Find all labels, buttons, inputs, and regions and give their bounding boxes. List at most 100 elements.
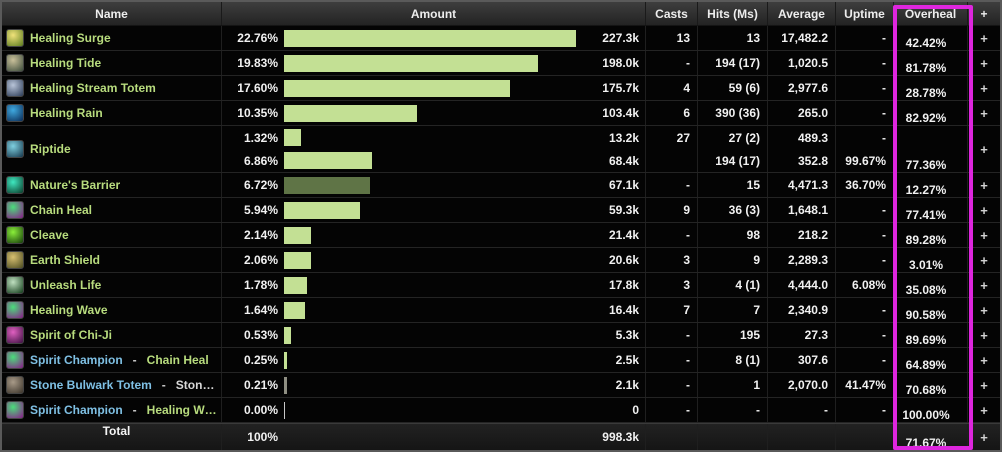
overheal-value: 42.42% <box>894 26 968 50</box>
hits-value: 195 <box>739 328 760 342</box>
hits-value: 9 <box>753 253 760 267</box>
expand-button[interactable]: + <box>980 302 988 318</box>
uptime-value: - <box>882 31 886 45</box>
casts-cell: - <box>646 323 698 347</box>
casts-value: 4 <box>683 81 690 95</box>
column-header-name[interactable]: Name <box>2 2 222 25</box>
amount-bar <box>284 276 307 294</box>
amount-bar <box>284 176 371 194</box>
expand-button[interactable]: + <box>980 55 988 71</box>
hits-value: 13 <box>746 31 760 45</box>
amount-bar-track <box>284 251 576 269</box>
expand-button[interactable]: + <box>980 177 988 193</box>
hits-cell: 15 <box>698 173 768 197</box>
amount-value: 227.3k <box>602 31 639 45</box>
hits-cell: 390 (36) <box>698 101 768 125</box>
amount-cell: 5.94% 59.3k <box>222 198 646 222</box>
overheal-value: 77.41% <box>894 198 968 222</box>
amount-line: 1.32% 13.2k <box>222 126 645 149</box>
spell-name-cell: Riptide <box>2 126 222 172</box>
spell-row[interactable]: Riptide 1.32% 13.2k 6.86% 68.4k 27 27 (2) 194 (… <box>2 126 1000 173</box>
overheal-value: 89.69% <box>894 323 968 347</box>
spell-row[interactable]: Spirit of Chi-Ji 0.53% 5.3k -195 27.3-89.69%… <box>2 323 1000 348</box>
spell-row[interactable]: Healing Stream Totem 17.60% 175.7k 4 59 (6) 2… <box>2 76 1000 101</box>
hits-value: 194 (17) <box>715 56 760 70</box>
amount-bar <box>284 351 288 369</box>
amount-bar-track <box>284 326 576 344</box>
average-cell: 307.6 <box>768 348 836 372</box>
expand-button[interactable]: + <box>980 141 988 157</box>
percent-value: 6.86% <box>243 153 278 168</box>
column-header-overheal[interactable]: Overheal <box>894 2 968 25</box>
total-percent-value: 100% <box>247 430 278 444</box>
expand-button[interactable]: + <box>980 227 988 243</box>
spell-row[interactable]: Spirit Champion - Healing W… 0.00% 0- - - -100.… <box>2 398 1000 423</box>
average-value: 17,482.2 <box>781 31 828 45</box>
casts-cell: 6 <box>646 101 698 125</box>
percent-value: 6.72% <box>243 178 278 192</box>
spell-name-cell: Healing Surge <box>2 26 222 50</box>
expand-button[interactable]: + <box>980 402 988 418</box>
percent-value: 0.25% <box>243 353 278 367</box>
hits-value: 390 (36) <box>715 106 760 120</box>
hits-value: 194 (17) <box>715 153 760 168</box>
expand-button[interactable]: + <box>980 30 988 46</box>
amount-bar-track <box>284 201 576 219</box>
total-casts-cell <box>646 424 698 450</box>
casts-cell: 9 <box>646 198 698 222</box>
spell-row[interactable]: Nature's Barrier 6.72% 67.1k - 15 4,471.3 36.7… <box>2 173 1000 198</box>
average-cell: 4,444.0 <box>768 273 836 297</box>
spell-row[interactable]: Chain Heal 5.94% 59.3k 9 36 (3) 1,648.1 -77.41… <box>2 198 1000 223</box>
hits-cell: 1 <box>698 373 768 397</box>
name-separator: - <box>132 403 137 417</box>
spell-row[interactable]: Healing Surge 22.76% 227.3k 13 13 17,482.2 -42… <box>2 26 1000 51</box>
amount-cell: 22.76% 227.3k <box>222 26 646 50</box>
column-header-uptime[interactable]: Uptime <box>836 2 894 25</box>
expand-button[interactable]: + <box>980 377 988 393</box>
average-cell: 17,482.2 <box>768 26 836 50</box>
spirit-of-chi-ji-icon <box>6 326 24 344</box>
average-cell: 4,471.3 <box>768 173 836 197</box>
hits-value: 8 (1) <box>735 353 760 367</box>
expand-button[interactable]: + <box>980 252 988 268</box>
amount-bar <box>284 29 576 47</box>
percent-value: 1.32% <box>243 130 278 145</box>
spell-row[interactable]: Unleash Life 1.78% 17.8k 3 4 (1) 4,444.0 6.08%… <box>2 273 1000 298</box>
column-header-hits-ms[interactable]: Hits (Ms) <box>698 2 768 25</box>
percent-value: 1.64% <box>243 303 278 317</box>
spell-row[interactable]: Earth Shield 2.06% 20.6k 3 9 2,289.3 -3.01% + <box>2 248 1000 273</box>
spell-name-cell: Earth Shield <box>2 248 222 272</box>
healing-rain-icon <box>6 104 24 122</box>
amount-line: 2.06% 20.6k <box>222 248 645 272</box>
column-header-average[interactable]: Average <box>768 2 836 25</box>
percent-value: 19.83% <box>237 56 278 70</box>
overheal-value: 89.28% <box>894 223 968 247</box>
spell-row[interactable]: Spirit Champion - Chain Heal 0.25% 2.5k -8 (1… <box>2 348 1000 373</box>
expand-button[interactable]: + <box>980 352 988 368</box>
column-header-expand-all[interactable]: + <box>980 6 988 21</box>
average-value: 352.8 <box>797 153 828 168</box>
expand-button[interactable]: + <box>980 327 988 343</box>
column-header-casts[interactable]: Casts <box>646 2 698 25</box>
spell-row[interactable]: Cleave 2.14% 21.4k -98 218.2-89.28% + <box>2 223 1000 248</box>
column-header-amount[interactable]: Amount <box>222 2 646 25</box>
expand-button[interactable]: + <box>980 105 988 121</box>
spell-row[interactable]: Healing Rain 10.35% 103.4k 6 390 (36) 265.0 -8… <box>2 101 1000 126</box>
casts-value: 9 <box>683 203 690 217</box>
expand-button[interactable]: + <box>980 202 988 218</box>
amount-line: 19.83% 198.0k <box>222 51 645 75</box>
average-value: 1,648.1 <box>787 203 828 217</box>
spell-name: Earth Shield <box>30 253 101 267</box>
expand-button[interactable]: + <box>980 277 988 293</box>
amount-line: 2.14% 21.4k <box>222 223 645 247</box>
spell-row[interactable]: Healing Tide 19.83% 198.0k - 194 (17) 1,020.5… <box>2 51 1000 76</box>
total-row[interactable]: Total 100% 998.3k 71.67% + <box>2 423 1000 450</box>
expand-button[interactable]: + <box>980 429 988 445</box>
amount-bar-track <box>284 226 576 244</box>
casts-value: 7 <box>683 303 690 317</box>
spell-row[interactable]: Stone Bulwark Totem - Ston… 0.21% 2.1k -1 2,07… <box>2 373 1000 398</box>
expand-button[interactable]: + <box>980 80 988 96</box>
amount-value: 21.4k <box>608 228 639 242</box>
spell-row[interactable]: Healing Wave 1.64% 16.4k 7 7 2,340.9 -90.58% + <box>2 298 1000 323</box>
amount-bar-track <box>284 129 576 146</box>
